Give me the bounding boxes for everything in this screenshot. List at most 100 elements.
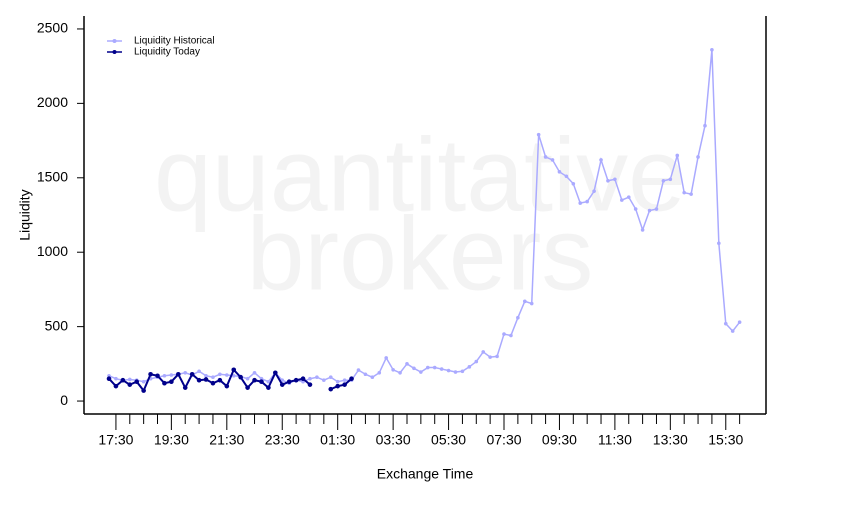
point <box>606 178 610 183</box>
point <box>245 376 250 381</box>
point <box>682 190 686 195</box>
point <box>342 378 347 383</box>
point <box>578 201 583 205</box>
point <box>523 299 527 304</box>
y-axis-label: Liquidity <box>17 189 33 240</box>
point <box>308 376 312 381</box>
point <box>210 380 216 386</box>
point <box>328 386 334 392</box>
point <box>231 373 236 378</box>
point <box>113 383 119 389</box>
point <box>134 379 140 385</box>
point <box>592 189 596 193</box>
point <box>439 367 444 371</box>
point <box>266 385 271 390</box>
point <box>370 375 375 380</box>
y-tick-label: 2500 <box>37 20 68 36</box>
point <box>363 372 368 377</box>
point <box>446 368 451 373</box>
x-tick-label: 19:30 <box>154 432 189 448</box>
x-tick-label: 13:30 <box>653 432 688 448</box>
point <box>453 370 458 374</box>
point <box>391 367 395 372</box>
point <box>460 369 465 374</box>
point <box>252 370 257 375</box>
point <box>322 378 326 383</box>
point <box>571 181 576 186</box>
point <box>169 373 174 377</box>
point <box>335 379 340 384</box>
point <box>425 365 430 370</box>
point <box>640 228 645 232</box>
x-tick-label: 07:30 <box>486 432 521 448</box>
point <box>419 370 423 374</box>
point <box>467 365 472 369</box>
y-tick-label: 1500 <box>37 168 68 184</box>
point <box>703 123 707 128</box>
y-tick-label: 0 <box>60 392 68 408</box>
point <box>633 207 638 211</box>
point <box>225 373 229 377</box>
point <box>176 371 181 377</box>
point <box>543 155 548 159</box>
point <box>114 376 118 381</box>
point <box>231 367 237 373</box>
x-tick-label: 17:30 <box>98 432 133 448</box>
point <box>148 371 153 377</box>
y-tick-label: 2000 <box>37 94 68 110</box>
point <box>217 377 223 383</box>
point <box>300 376 306 382</box>
point <box>252 377 257 383</box>
point <box>398 370 402 375</box>
point <box>557 170 562 174</box>
watermark: brokers <box>247 196 594 312</box>
x-axis-label: Exchange Time <box>377 466 474 482</box>
point <box>204 373 208 378</box>
point <box>564 174 569 179</box>
x-tick-label: 03:30 <box>376 432 411 448</box>
point <box>286 379 292 385</box>
point <box>335 383 340 389</box>
point <box>120 377 126 383</box>
point <box>169 379 174 385</box>
point <box>599 158 603 162</box>
point <box>293 377 299 383</box>
point <box>668 177 673 182</box>
point <box>218 372 222 377</box>
x-tick-label: 09:30 <box>542 432 577 448</box>
point <box>717 241 721 246</box>
x-tick-label: 11:30 <box>598 432 632 448</box>
point <box>654 207 659 211</box>
point <box>203 377 209 382</box>
point <box>315 375 319 380</box>
point <box>279 382 285 387</box>
point <box>273 370 278 376</box>
point <box>328 375 333 380</box>
point <box>516 315 520 320</box>
point <box>280 378 285 383</box>
point <box>259 379 264 385</box>
point <box>509 333 513 338</box>
legend-marker <box>112 39 117 43</box>
point <box>141 379 146 384</box>
point <box>730 329 735 333</box>
point <box>245 385 250 390</box>
point <box>238 374 243 380</box>
point <box>155 373 160 379</box>
point <box>224 383 230 389</box>
y-tick-label: 500 <box>45 317 69 333</box>
point <box>723 321 728 326</box>
point <box>412 366 416 371</box>
point <box>626 195 631 199</box>
point <box>349 376 354 382</box>
point <box>481 350 486 354</box>
point <box>689 192 693 196</box>
point <box>502 332 506 336</box>
point <box>183 370 188 375</box>
point <box>141 388 146 393</box>
point <box>550 158 555 162</box>
point <box>737 320 742 324</box>
legend-label: Liquidity Today <box>134 47 200 58</box>
legend-label: Liquidity Historical <box>134 36 215 47</box>
